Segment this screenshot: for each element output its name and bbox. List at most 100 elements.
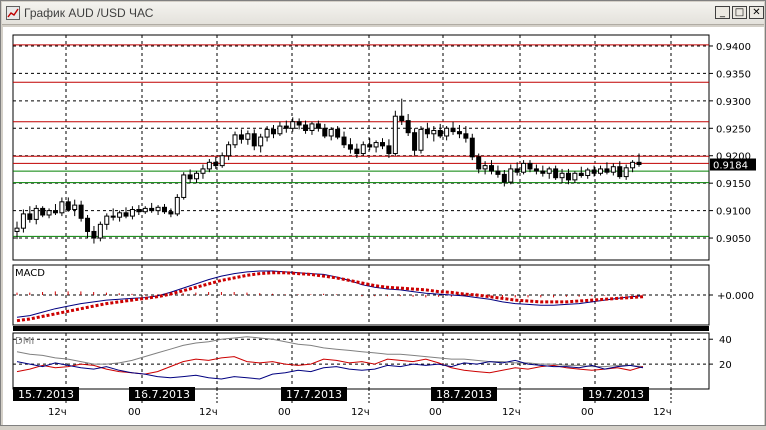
candlestick[interactable] [456, 125, 462, 139]
candlestick[interactable] [508, 164, 514, 185]
candlestick[interactable] [572, 171, 578, 184]
candlestick[interactable] [591, 165, 597, 177]
candlestick[interactable] [565, 168, 571, 185]
candlestick[interactable] [463, 126, 469, 143]
candlestick[interactable] [46, 208, 52, 219]
candlestick[interactable] [610, 163, 616, 176]
candlestick[interactable] [604, 162, 610, 175]
candlestick[interactable] [187, 169, 193, 184]
candlestick[interactable] [527, 160, 533, 173]
candlestick[interactable] [161, 204, 167, 214]
candlestick[interactable] [533, 164, 539, 175]
candlestick[interactable] [341, 131, 347, 149]
candlestick[interactable] [40, 206, 46, 218]
candlestick[interactable] [623, 164, 629, 180]
chart-svg[interactable]: 0.9400 0.9350 0.9300 0.9250 0.9200 0.9150 0.91… [3, 27, 764, 425]
candlestick[interactable] [437, 123, 443, 139]
candlestick[interactable] [636, 153, 642, 167]
candlestick[interactable] [97, 221, 103, 242]
dmi-panel[interactable] [12, 332, 710, 390]
candlestick[interactable] [501, 170, 507, 187]
candlestick[interactable] [347, 138, 353, 154]
candlestick[interactable] [277, 121, 283, 136]
candlestick[interactable] [219, 152, 225, 168]
candlestick[interactable] [65, 197, 71, 212]
candlestick[interactable] [232, 131, 238, 149]
candlestick[interactable] [194, 171, 200, 184]
candlestick[interactable] [514, 162, 520, 176]
candlestick[interactable] [424, 122, 430, 139]
candlestick[interactable] [521, 160, 527, 175]
candlestick[interactable] [149, 202, 155, 213]
candlestick[interactable] [303, 120, 309, 134]
candlestick[interactable] [110, 208, 116, 221]
candlestick[interactable] [283, 120, 289, 133]
candlestick[interactable] [33, 205, 39, 225]
candlestick[interactable] [469, 133, 475, 161]
candlestick[interactable] [270, 125, 276, 139]
candlestick[interactable] [315, 120, 321, 132]
candlestick[interactable] [553, 165, 559, 180]
candlestick[interactable] [373, 140, 379, 153]
candlestick[interactable] [258, 133, 264, 153]
candlestick[interactable] [617, 161, 623, 179]
candlestick[interactable] [354, 143, 360, 158]
candlestick[interactable] [360, 141, 366, 156]
candlestick[interactable] [418, 126, 424, 154]
candlestick[interactable] [431, 126, 437, 142]
candlestick[interactable] [405, 114, 411, 136]
candlestick[interactable] [27, 206, 33, 223]
candlestick[interactable] [85, 215, 91, 239]
candlestick[interactable] [489, 160, 495, 175]
candlestick[interactable] [142, 206, 148, 214]
close-button[interactable]: ✕ [749, 6, 764, 19]
candlestick[interactable] [392, 110, 398, 156]
candlestick[interactable] [412, 128, 418, 156]
candlestick[interactable] [559, 168, 565, 184]
candlestick[interactable] [136, 205, 142, 215]
candlestick[interactable] [322, 123, 328, 139]
plus-di-line[interactable] [16, 359, 644, 380]
macd-signal-line[interactable] [16, 271, 644, 323]
candlestick[interactable] [546, 166, 552, 179]
candlestick[interactable] [444, 126, 450, 141]
candlestick[interactable] [200, 164, 206, 179]
candlestick[interactable] [540, 165, 546, 177]
candlestick[interactable] [380, 138, 386, 150]
candlestick[interactable] [328, 127, 334, 141]
candlestick[interactable] [91, 225, 97, 244]
candlestick[interactable] [476, 153, 482, 174]
candlestick[interactable] [482, 161, 488, 175]
candlestick[interactable] [78, 200, 84, 222]
candlestick[interactable] [155, 205, 161, 215]
candlestick[interactable] [168, 208, 174, 218]
candlestick[interactable] [14, 221, 20, 240]
candlestick[interactable] [585, 167, 591, 179]
candlestick[interactable] [290, 117, 296, 132]
candlestick[interactable] [578, 166, 584, 178]
candlestick[interactable] [296, 118, 302, 130]
candlestick[interactable] [129, 206, 135, 220]
candlestick[interactable] [264, 126, 270, 142]
candlestick[interactable] [245, 130, 251, 145]
candlestick[interactable] [59, 197, 65, 217]
candlestick[interactable] [386, 139, 392, 158]
candlestick[interactable] [450, 121, 456, 135]
candlestick[interactable] [206, 159, 212, 173]
title-bar[interactable]: График AUD /USD ЧАС _ □ ✕ [2, 2, 764, 25]
candlestick[interactable] [598, 165, 604, 176]
candlestick[interactable] [20, 209, 26, 233]
minus-di-line[interactable] [16, 356, 644, 375]
candlestick[interactable] [630, 160, 636, 173]
minimize-button[interactable]: _ [715, 6, 730, 19]
candlestick[interactable] [123, 207, 129, 219]
candlestick[interactable] [335, 126, 341, 140]
candlestick[interactable] [495, 165, 501, 178]
candlestick[interactable] [52, 204, 58, 215]
candlestick[interactable] [367, 138, 373, 151]
candlestick[interactable] [399, 98, 405, 125]
maximize-button[interactable]: □ [732, 6, 747, 19]
candlestick[interactable] [309, 121, 315, 135]
candlestick[interactable] [238, 129, 244, 144]
candlestick[interactable] [251, 129, 257, 151]
